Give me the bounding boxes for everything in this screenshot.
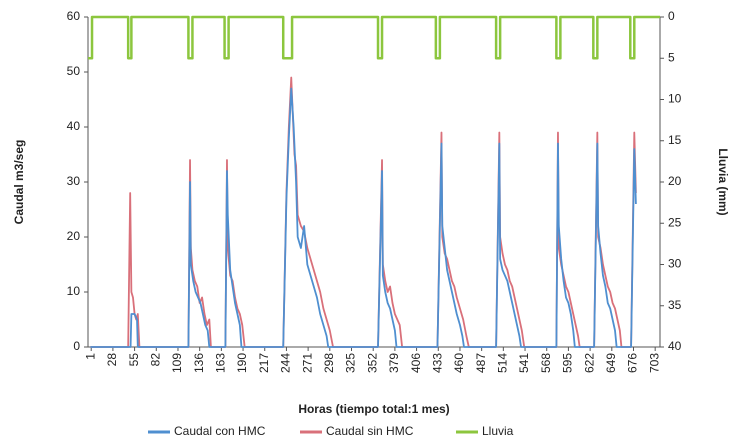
y-tick-label: 10 <box>67 284 81 298</box>
x-tick-label: 379 <box>387 353 401 373</box>
x-tick-label: 190 <box>235 353 249 373</box>
x-tick-label: 568 <box>539 353 553 373</box>
x-tick-label: 541 <box>517 353 531 373</box>
x-tick-label: 460 <box>452 353 466 373</box>
legend-label: Caudal con HMC <box>174 424 266 438</box>
y2-tick-label: 10 <box>668 92 682 106</box>
x-tick-label: 514 <box>496 353 510 373</box>
x-tick-label: 352 <box>365 353 379 373</box>
x-tick-label: 487 <box>474 353 488 373</box>
y2-tick-label: 20 <box>668 174 682 188</box>
x-tick-label: 55 <box>127 353 141 367</box>
x-axis-title: Horas (tiempo total:1 mes) <box>298 402 449 416</box>
x-tick-label: 244 <box>279 353 293 373</box>
series-line <box>90 76 637 348</box>
legend-label: Lluvia <box>482 424 514 438</box>
x-tick-label: 649 <box>604 353 618 373</box>
x-tick-label: 82 <box>148 353 162 367</box>
x-tick-label: 676 <box>626 353 640 373</box>
y2-axis-title: Lluvia (mm) <box>716 148 730 215</box>
y2-tick-label: 40 <box>668 339 682 353</box>
x-tick-label: 109 <box>170 353 184 373</box>
y-tick-label: 60 <box>67 9 81 23</box>
y-axis-title: Caudal m3/seg <box>12 140 26 225</box>
x-tick-label: 622 <box>582 353 596 373</box>
x-tick-label: 271 <box>300 353 314 373</box>
y-tick-label: 40 <box>67 119 81 133</box>
x-tick-label: 433 <box>430 353 444 373</box>
x-tick-label: 703 <box>647 353 661 373</box>
y2-tick-label: 5 <box>668 50 675 64</box>
y2-tick-label: 35 <box>668 298 682 312</box>
y-tick-label: 50 <box>67 64 81 78</box>
x-tick-label: 163 <box>214 353 228 373</box>
y2-tick-label: 15 <box>668 133 682 147</box>
y2-tick-label: 0 <box>668 9 675 23</box>
x-tick-label: 136 <box>192 353 206 373</box>
x-tick-label: 28 <box>105 353 119 367</box>
y2-tick-label: 25 <box>668 215 682 229</box>
y-tick-label: 30 <box>67 174 81 188</box>
y-tick-label: 20 <box>67 229 81 243</box>
x-tick-label: 217 <box>257 353 271 373</box>
x-tick-label: 298 <box>322 353 336 373</box>
series-line <box>90 87 637 348</box>
series-line <box>88 15 660 60</box>
x-tick-label: 406 <box>409 353 423 373</box>
x-tick-label: 1 <box>83 353 97 360</box>
x-tick-label: 595 <box>561 353 575 373</box>
y-tick-label: 0 <box>73 339 80 353</box>
x-tick-label: 325 <box>344 353 358 373</box>
legend-label: Caudal sin HMC <box>326 424 414 438</box>
y2-tick-label: 30 <box>668 257 682 271</box>
